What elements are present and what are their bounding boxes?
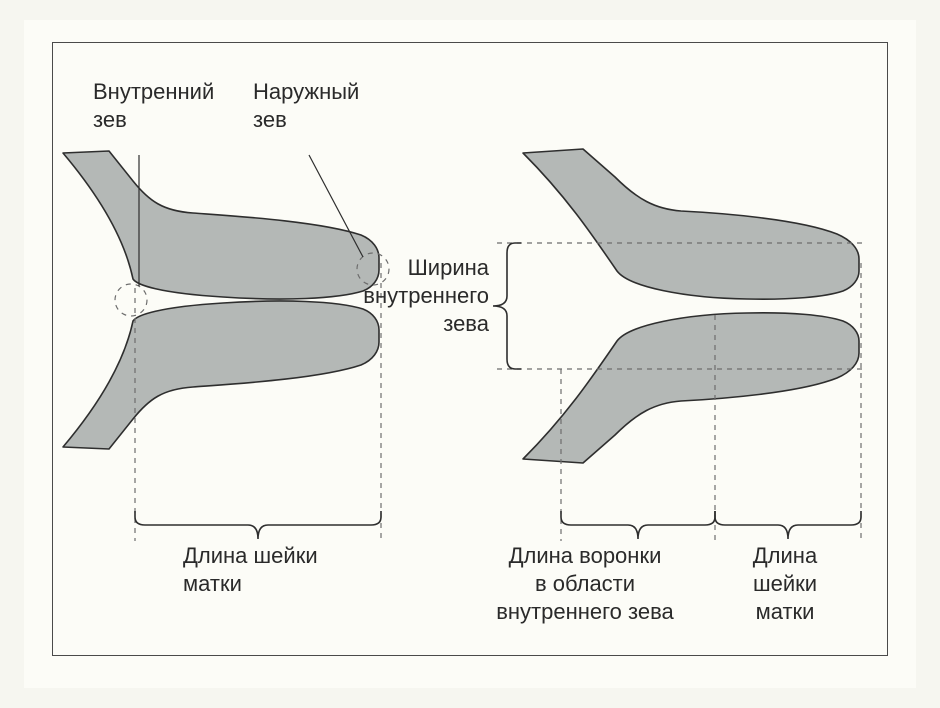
label-external-os: Наружныйзев (253, 79, 359, 132)
right-diagram: Ширинавнутреннегозева Длина воронкив обла… (363, 149, 867, 624)
label-internal-os: Внутреннийзев (93, 79, 214, 132)
left-diagram: Внутреннийзев Наружныйзев Длина шейкиматки (63, 79, 389, 596)
label-cervix-length-right: Длинашейкиматки (753, 543, 818, 624)
label-cervix-length-left: Длина шейкиматки (183, 543, 318, 596)
diagram-svg: Внутреннийзев Наружныйзев Длина шейкиматки… (53, 43, 887, 655)
label-os-width: Ширинавнутреннегозева (363, 255, 489, 336)
page-background: Внутреннийзев Наружныйзев Длина шейкиматки… (24, 20, 916, 688)
label-funnel-length: Длина воронкив областивнутреннего зева (496, 543, 674, 624)
diagram-frame: Внутреннийзев Наружныйзев Длина шейкиматки… (52, 42, 888, 656)
